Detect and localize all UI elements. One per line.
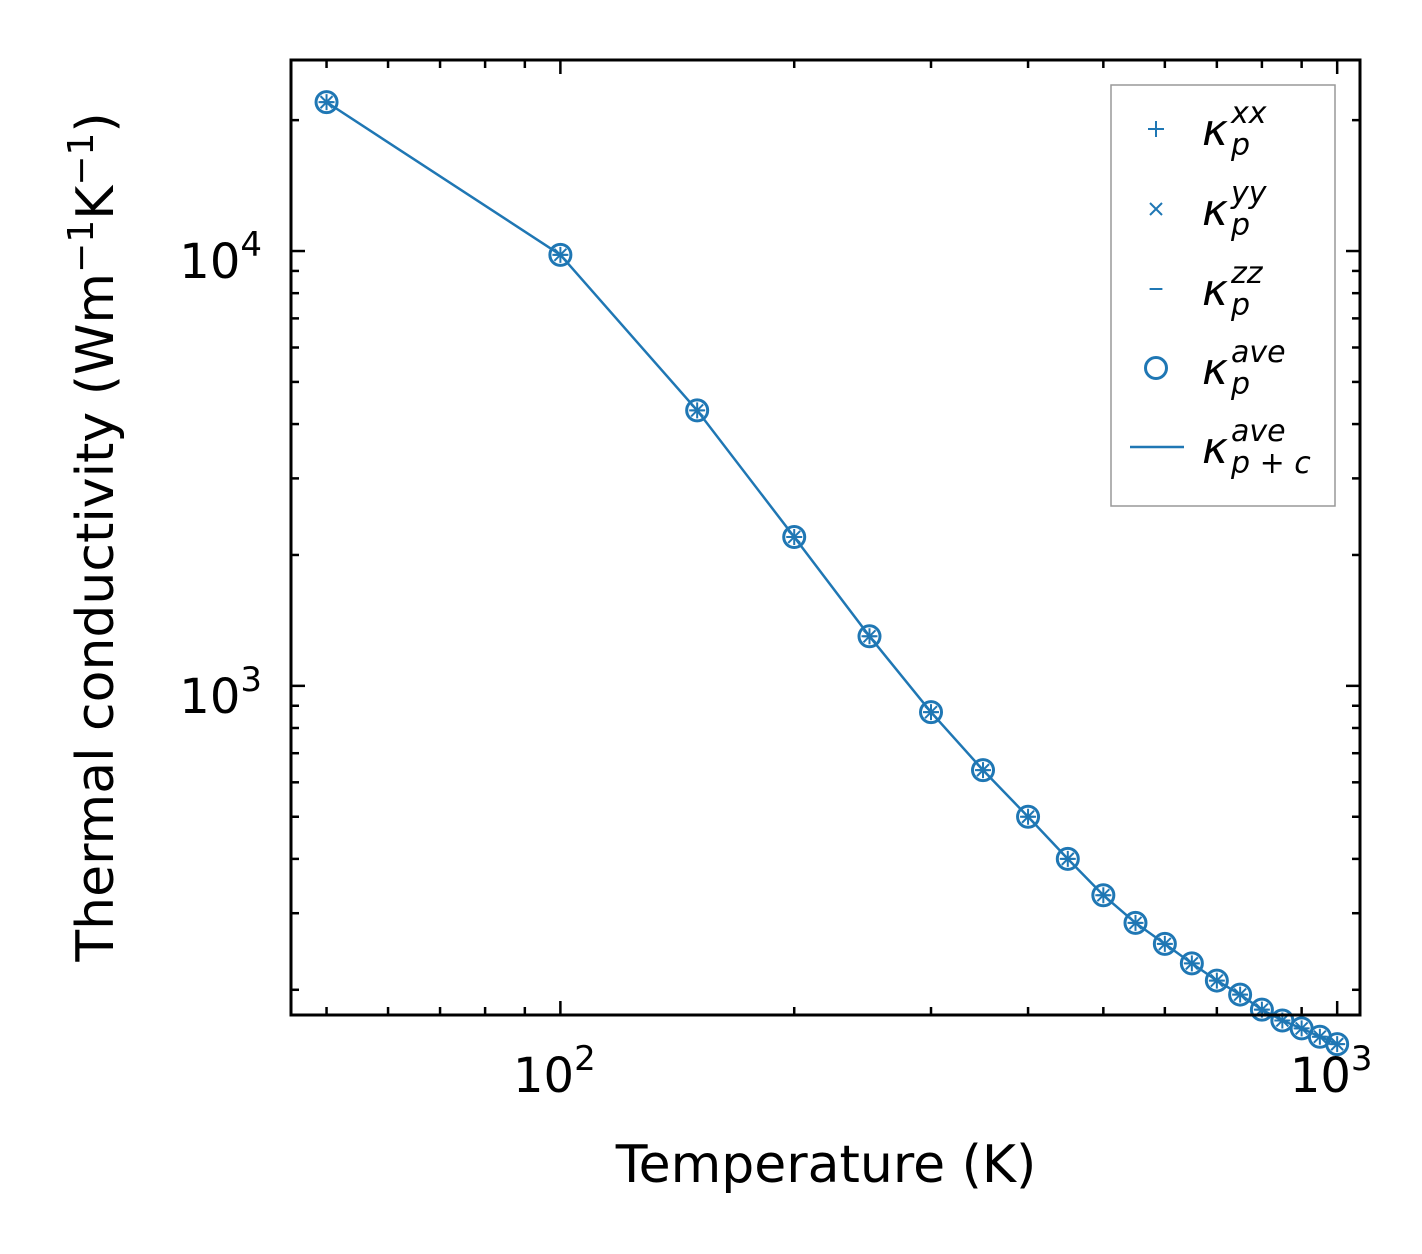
y-axis-label: Thermal conductivity (Wm−1K−1) — [61, 112, 126, 962]
legend-label: κ — [1202, 265, 1228, 316]
series-line — [325, 101, 1338, 1046]
y-axis-label-unit-k: K — [66, 184, 126, 220]
data-point — [1152, 931, 1177, 956]
data-point — [314, 90, 339, 115]
data-point — [1055, 846, 1080, 871]
legend-entry: κ zzp — [1149, 256, 1264, 323]
data-point — [1325, 1032, 1350, 1057]
legend-superscript: ave — [1231, 414, 1286, 449]
data-point — [857, 624, 882, 649]
series-group — [314, 90, 1350, 1057]
series-kappa_p+c_ave — [325, 101, 1338, 1046]
tick-labels: 102 103 103 104 — [179, 225, 1372, 1104]
legend-subscript: p — [1230, 288, 1250, 323]
data-point — [971, 758, 996, 783]
legend-subscript: p — [1230, 128, 1250, 163]
y-tick-label: 104 — [179, 225, 262, 290]
x-tick-label: 102 — [513, 1039, 596, 1104]
y-axis-label-close: ) — [66, 112, 126, 132]
data-point — [1091, 883, 1116, 908]
legend-subscript: p — [1230, 367, 1250, 402]
x-tick-label: 103 — [1290, 1039, 1373, 1104]
data-point — [548, 242, 573, 267]
legend-marker-icon — [1144, 356, 1168, 380]
data-point — [1016, 804, 1041, 829]
legend-label: κ — [1202, 344, 1228, 395]
series-kappa_p_ave — [314, 90, 1350, 1057]
legend-marker-icon — [1148, 121, 1164, 137]
data-point — [1123, 910, 1148, 935]
legend-entry: κ xxp — [1148, 96, 1267, 163]
major-ticks — [291, 60, 1360, 1015]
legend-label: κ — [1202, 105, 1228, 156]
legend-label: κ — [1202, 185, 1228, 236]
plot-frame — [289, 58, 1362, 1017]
legend-superscript: ave — [1231, 335, 1286, 370]
y-axis-label-exponent-1: −1 — [61, 220, 102, 273]
data-point — [919, 700, 944, 725]
legend-superscript: yy — [1230, 176, 1268, 211]
x-axis-label: Temperature (K) — [615, 1135, 1037, 1195]
data-point — [1204, 968, 1229, 993]
y-axis-label-exponent-2: −1 — [61, 133, 102, 186]
data-point — [1179, 951, 1204, 976]
legend-superscript: zz — [1230, 256, 1264, 291]
legend-frame — [1110, 84, 1336, 507]
legend-label: κ — [1202, 423, 1228, 474]
data-point — [1249, 997, 1274, 1022]
data-point — [782, 524, 807, 549]
y-axis-label-main: Thermal conductivity (Wm — [66, 273, 126, 963]
legend-subscript: p — [1230, 208, 1250, 243]
legend-marker-icon — [1149, 202, 1163, 216]
legend-entry: κ yyp — [1149, 176, 1268, 243]
legend-subscript: p + c — [1230, 446, 1311, 481]
legend-superscript: xx — [1230, 96, 1267, 131]
data-point — [1228, 982, 1253, 1007]
data-point — [685, 398, 710, 423]
y-tick-label: 103 — [179, 660, 262, 725]
